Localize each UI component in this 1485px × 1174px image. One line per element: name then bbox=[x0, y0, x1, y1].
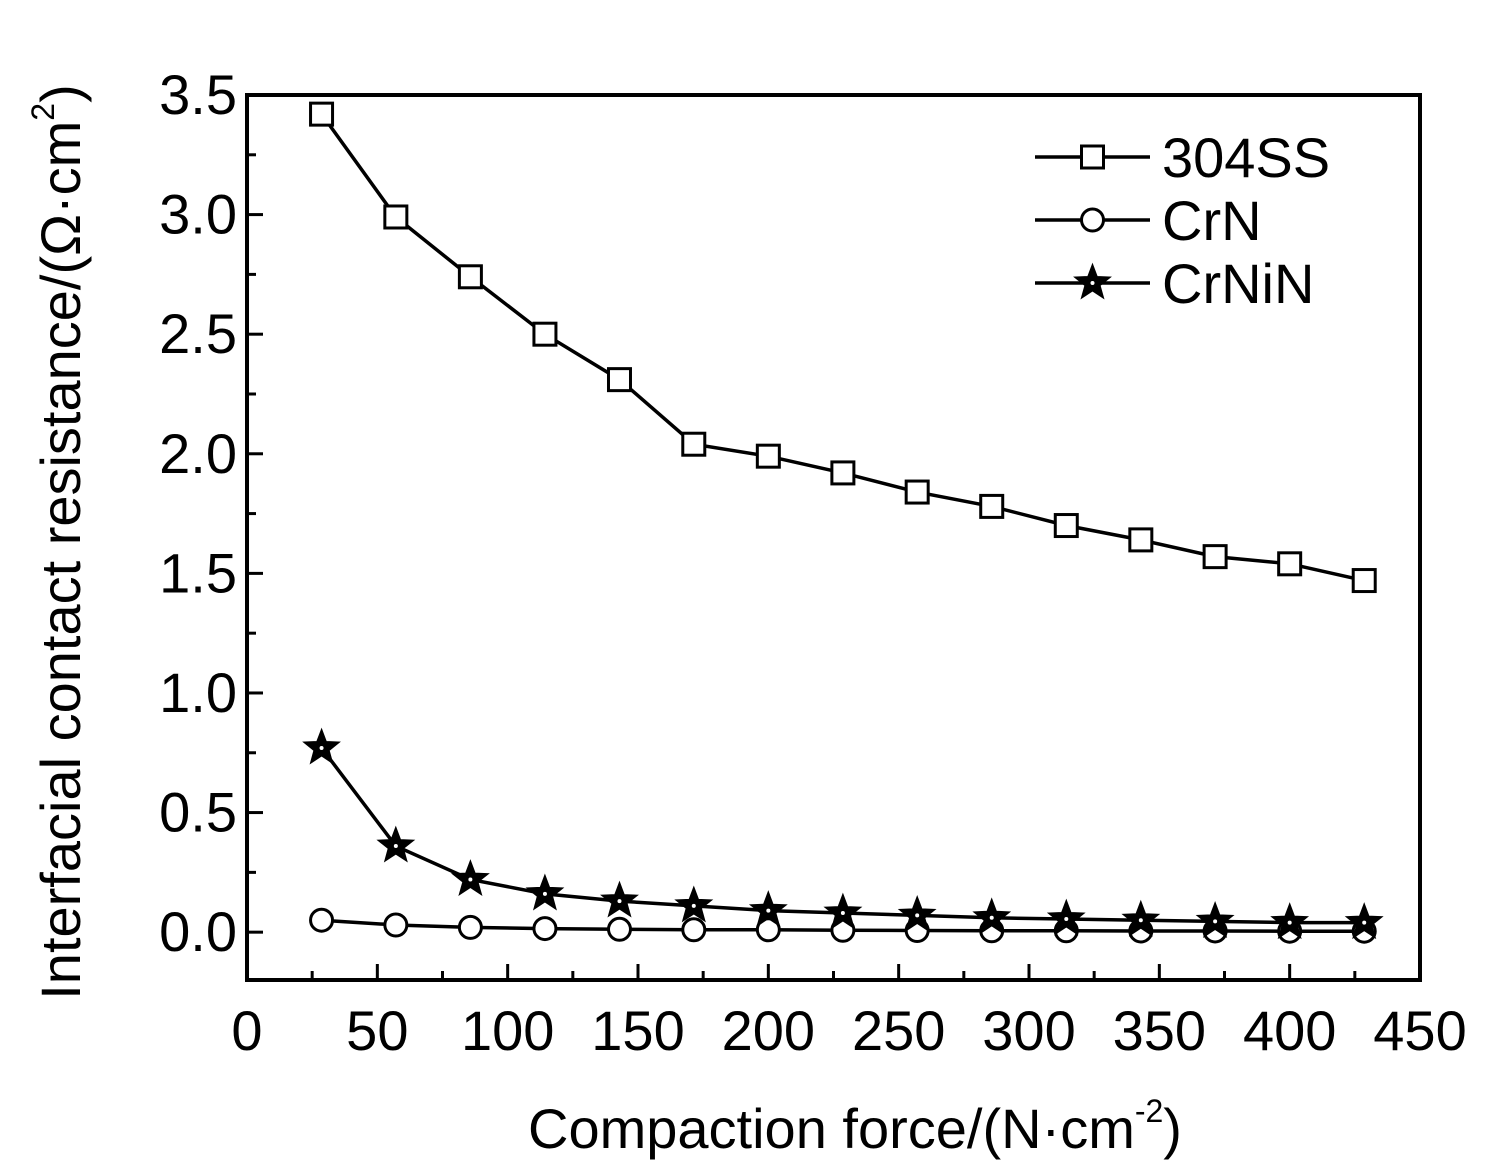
data-point-304SS bbox=[457, 264, 483, 290]
x-tick-label: 0 bbox=[231, 999, 262, 1062]
x-tick-label: 450 bbox=[1373, 999, 1466, 1062]
data-point-304SS bbox=[979, 493, 1005, 519]
star-marker-center bbox=[1362, 920, 1367, 925]
data-point-304SS bbox=[1277, 551, 1303, 577]
data-point-CrNiN bbox=[525, 873, 565, 911]
data-point-CrN bbox=[383, 912, 409, 938]
data-point-304SS bbox=[904, 479, 930, 505]
y-axis-label: Interfacial contact resistance/(Ω·cm2) bbox=[25, 84, 92, 1000]
star-marker-center bbox=[542, 891, 547, 896]
data-point-CrNiN bbox=[376, 825, 416, 863]
star-marker-center bbox=[617, 899, 622, 904]
data-point-304SS bbox=[383, 204, 409, 230]
plot-layer: 0 50 100 150 200 250 300 350 400 450 0.0 0.5 1.0 1.5 2… bbox=[159, 63, 1467, 1062]
star-marker-center bbox=[766, 908, 771, 913]
x-tick-label: 50 bbox=[346, 999, 408, 1062]
y-tick-label: 0.5 bbox=[159, 781, 237, 844]
y-axis-label-superscript: 2 bbox=[25, 103, 61, 121]
data-point-304SS bbox=[681, 431, 707, 457]
y-tick-label: 1.0 bbox=[159, 661, 237, 724]
star-marker-center bbox=[691, 903, 696, 908]
y-tick-label: 2.0 bbox=[159, 422, 237, 485]
x-tick-label: 400 bbox=[1243, 999, 1336, 1062]
star-marker-center bbox=[1213, 919, 1218, 924]
data-point-CrNiN bbox=[1046, 898, 1086, 936]
data-point-CrNiN bbox=[897, 894, 937, 932]
star-marker-center bbox=[319, 745, 324, 750]
x-tick-label: 100 bbox=[461, 999, 554, 1062]
data-point-CrN bbox=[532, 916, 558, 942]
data-point-CrNiN bbox=[1344, 902, 1384, 940]
star-marker-center bbox=[840, 911, 845, 916]
x-tick-label: 250 bbox=[852, 999, 945, 1062]
data-point-CrNiN bbox=[1270, 902, 1310, 940]
legend-marker bbox=[1073, 262, 1112, 300]
legend-marker bbox=[1080, 144, 1105, 170]
data-point-CrNiN bbox=[823, 892, 863, 930]
star-marker-center bbox=[1287, 920, 1292, 925]
data-point-304SS bbox=[1351, 568, 1377, 594]
data-point-304SS bbox=[755, 443, 781, 469]
x-tick-label: 150 bbox=[591, 999, 684, 1062]
data-point-304SS bbox=[830, 460, 856, 486]
star-marker-center bbox=[393, 844, 398, 849]
data-point-CrN bbox=[309, 907, 335, 933]
legend-label: CrNiN bbox=[1162, 252, 1314, 315]
data-point-304SS bbox=[1128, 527, 1154, 553]
x-tick-label: 200 bbox=[722, 999, 815, 1062]
x-axis-label: Compaction force/(N·cm-2) bbox=[528, 1093, 1182, 1160]
data-point-CrNiN bbox=[302, 727, 341, 765]
data-point-304SS bbox=[1053, 513, 1079, 539]
y-tick-label: 1.5 bbox=[159, 541, 237, 604]
data-point-CrN bbox=[457, 914, 483, 940]
x-tick-label: 300 bbox=[982, 999, 1075, 1062]
data-point-CrNiN bbox=[674, 885, 714, 923]
x-axis-label-tail: ) bbox=[1163, 1097, 1182, 1160]
star-marker-center bbox=[468, 877, 473, 882]
x-tick-label: 350 bbox=[1113, 999, 1206, 1062]
data-point-CrN bbox=[681, 917, 707, 943]
legend-label: CrN bbox=[1162, 189, 1262, 252]
x-axis-label-text: Compaction force/(N·cm bbox=[528, 1097, 1135, 1160]
y-tick-label: 2.5 bbox=[159, 302, 237, 365]
data-point-CrNiN bbox=[450, 859, 490, 897]
data-point-304SS bbox=[1202, 544, 1228, 570]
data-point-304SS bbox=[309, 101, 335, 127]
y-axis-label-text: Interfacial contact resistance/(Ω·cm bbox=[29, 121, 92, 1000]
star-marker-center bbox=[1090, 281, 1095, 285]
legend-marker bbox=[1080, 207, 1105, 233]
star-marker-center bbox=[1064, 917, 1069, 922]
data-point-CrN bbox=[606, 916, 632, 942]
legend-label: 304SS bbox=[1162, 126, 1330, 189]
y-tick-label: 3.5 bbox=[159, 63, 237, 126]
y-axis-label-tail: ) bbox=[29, 84, 92, 103]
data-point-CrNiN bbox=[748, 890, 788, 928]
star-marker-center bbox=[989, 915, 994, 920]
y-tick-label: 0.0 bbox=[159, 900, 237, 963]
data-point-CrNiN bbox=[972, 897, 1012, 935]
data-point-CrNiN bbox=[1121, 899, 1161, 937]
star-marker-center bbox=[915, 913, 920, 918]
data-point-CrNiN bbox=[600, 880, 639, 918]
star-marker-center bbox=[1138, 918, 1143, 923]
y-tick-label: 3.0 bbox=[159, 183, 237, 246]
data-point-304SS bbox=[532, 321, 558, 347]
data-point-304SS bbox=[606, 367, 632, 393]
x-axis-label-superscript: -2 bbox=[1135, 1093, 1163, 1129]
data-point-CrNiN bbox=[1195, 900, 1235, 938]
